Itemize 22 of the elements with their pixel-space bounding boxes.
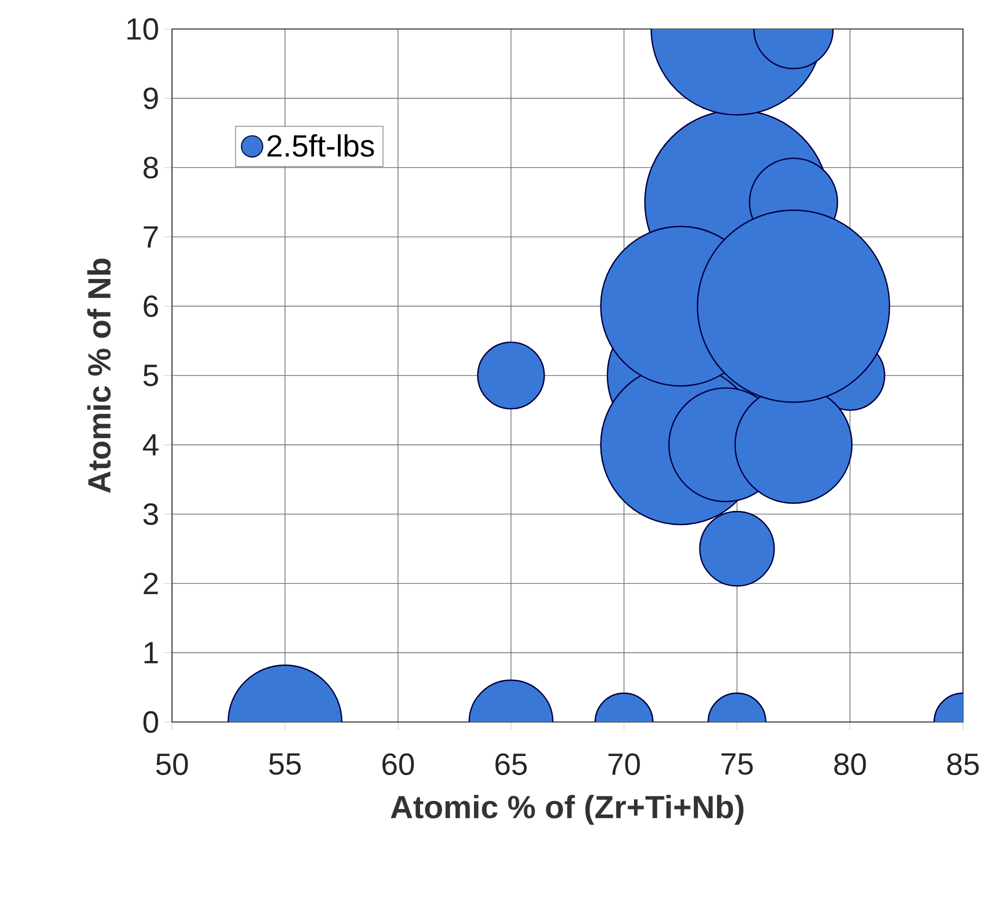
x-tick-label: 80 <box>834 753 866 776</box>
x-tick-label: 50 <box>156 753 188 776</box>
x-tick-label: 65 <box>495 753 527 776</box>
y-tick-label: 3 <box>143 503 158 525</box>
y-tick-label: 5 <box>143 364 158 386</box>
y-tick-label: 10 <box>128 18 158 40</box>
y-axis-title: Atomic % of Nb <box>87 258 111 493</box>
x-tick-label: 70 <box>608 753 640 776</box>
x-axis-title: Atomic % of (Zr+Ti+Nb) <box>390 794 744 825</box>
y-tick-label: 8 <box>144 156 158 178</box>
y-tick-label: 0 <box>143 711 158 733</box>
y-tick-label: 1 <box>144 642 158 664</box>
y-tick-label: 4 <box>142 434 158 456</box>
y-tick-label: 6 <box>144 295 158 318</box>
y-tick-label: 2 <box>144 572 158 594</box>
legend-label: 2.5ft-lbs <box>267 134 374 157</box>
x-tick-label: 75 <box>722 753 753 775</box>
y-tick-label: 7 <box>144 226 158 248</box>
y-tick-label: 9 <box>144 87 158 110</box>
x-tick-label: 60 <box>382 753 414 776</box>
x-tick-label: 55 <box>269 753 301 775</box>
x-tick-label: 85 <box>947 753 979 776</box>
